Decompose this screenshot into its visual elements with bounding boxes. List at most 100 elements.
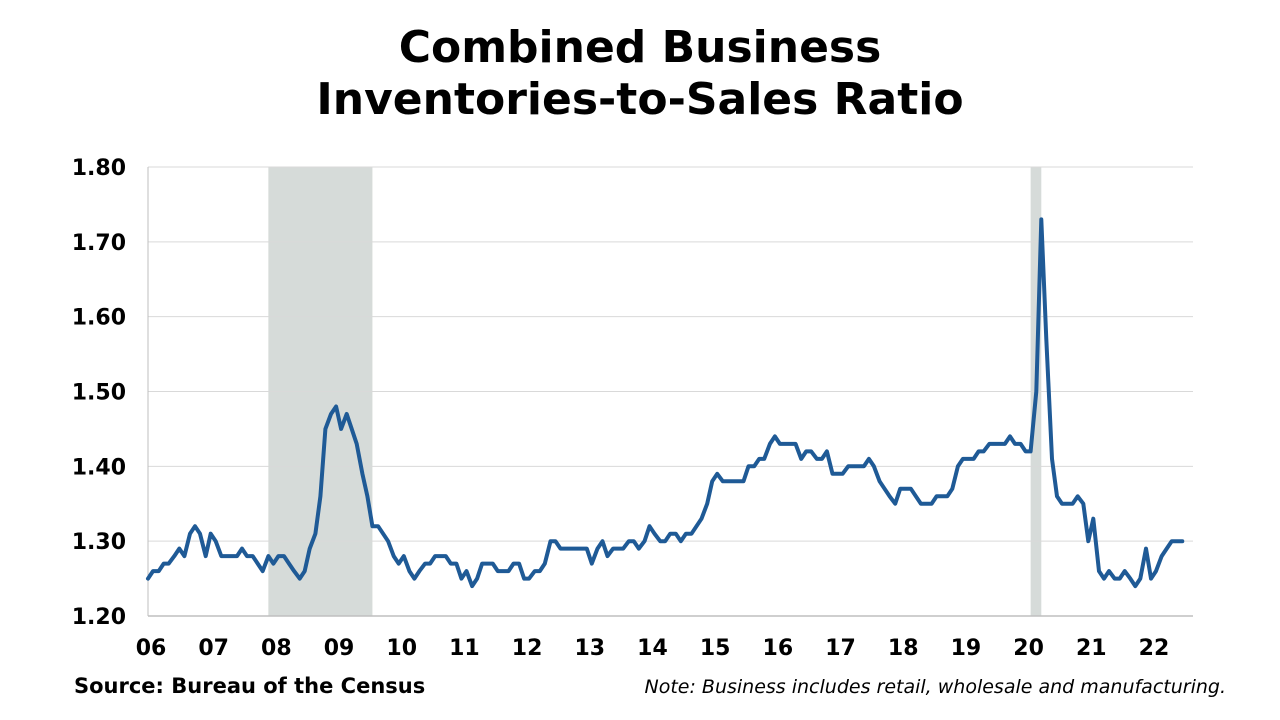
data-point xyxy=(423,562,427,566)
data-point xyxy=(851,464,855,468)
chart-title-line-1: Combined Business xyxy=(398,22,882,73)
x-tick-label: 17 xyxy=(825,636,856,661)
data-point xyxy=(1175,539,1179,543)
data-point xyxy=(271,562,275,566)
data-point xyxy=(1060,502,1064,506)
data-point xyxy=(1102,577,1106,581)
y-tick-label: 1.70 xyxy=(72,231,126,256)
data-point xyxy=(350,427,354,431)
data-point xyxy=(146,577,150,581)
data-point xyxy=(580,547,584,551)
data-point xyxy=(794,442,798,446)
data-point xyxy=(893,502,897,506)
data-point xyxy=(1066,502,1070,506)
data-point xyxy=(898,487,902,491)
data-point xyxy=(417,569,421,573)
data-point xyxy=(820,457,824,461)
data-point xyxy=(1123,569,1127,573)
data-point xyxy=(600,539,605,543)
data-point xyxy=(1081,502,1085,506)
data-point xyxy=(287,562,291,566)
data-point xyxy=(883,487,887,491)
y-tick-label: 1.60 xyxy=(72,306,126,331)
data-point xyxy=(318,494,322,498)
data-point xyxy=(397,562,401,566)
data-point xyxy=(491,562,495,566)
data-point xyxy=(658,539,662,543)
data-point xyxy=(647,524,652,528)
data-point xyxy=(339,427,343,431)
x-tick-label: 11 xyxy=(449,636,480,661)
data-point xyxy=(1165,547,1169,551)
data-point xyxy=(1180,539,1184,543)
data-point xyxy=(731,479,735,483)
data-point xyxy=(1034,389,1038,394)
data-point xyxy=(1113,577,1117,581)
data-point xyxy=(867,457,871,461)
data-point xyxy=(804,449,808,453)
data-point xyxy=(705,502,709,506)
data-point xyxy=(313,532,317,536)
data-point xyxy=(1055,494,1059,498)
data-point xyxy=(439,554,443,558)
source-note: Source: Bureau of the Census xyxy=(74,674,426,698)
data-point xyxy=(856,464,860,468)
data-point xyxy=(997,442,1001,446)
data-point xyxy=(992,442,996,446)
data-point xyxy=(1076,494,1080,498)
data-point xyxy=(360,472,364,476)
data-point xyxy=(668,532,672,536)
data-point xyxy=(1071,502,1075,506)
data-point xyxy=(506,569,511,573)
data-point xyxy=(679,539,683,543)
data-point xyxy=(721,479,725,483)
x-tick-label: 18 xyxy=(888,636,919,661)
data-point xyxy=(935,494,939,498)
data-point xyxy=(459,577,463,581)
data-point xyxy=(762,457,766,461)
data-point xyxy=(846,464,850,468)
data-point xyxy=(303,569,307,573)
data-point xyxy=(982,449,986,453)
data-point xyxy=(945,494,949,498)
data-point xyxy=(642,539,647,543)
x-tick-label: 10 xyxy=(386,636,417,661)
data-point xyxy=(370,524,374,528)
data-point xyxy=(454,562,458,566)
data-point xyxy=(825,449,829,453)
data-point xyxy=(736,479,741,483)
data-point xyxy=(229,554,233,558)
y-tick-label: 1.30 xyxy=(72,530,126,555)
data-point xyxy=(334,404,338,409)
data-point xyxy=(172,554,176,558)
data-point xyxy=(486,562,490,566)
data-point xyxy=(543,562,547,566)
data-point xyxy=(182,554,186,558)
data-point xyxy=(251,554,255,558)
data-point xyxy=(757,457,761,461)
data-point xyxy=(1024,449,1028,453)
data-point xyxy=(496,569,500,573)
data-point xyxy=(699,517,704,521)
data-point xyxy=(470,584,474,588)
chart-title-line-2: Inventories-to-Sales Ratio xyxy=(316,74,964,125)
y-tick-label: 1.50 xyxy=(72,381,126,406)
data-point xyxy=(204,554,208,558)
data-point xyxy=(888,494,892,498)
data-point xyxy=(162,562,166,566)
data-point xyxy=(308,547,312,551)
data-point xyxy=(376,524,380,528)
data-point xyxy=(412,577,416,581)
data-point xyxy=(167,562,171,566)
data-point xyxy=(783,442,788,446)
data-point xyxy=(652,532,657,536)
data-point xyxy=(1118,577,1122,581)
data-point xyxy=(788,442,793,446)
data-point xyxy=(553,539,558,543)
data-point xyxy=(449,562,453,566)
data-point xyxy=(950,487,954,491)
data-point xyxy=(872,464,876,468)
x-tick-label: 21 xyxy=(1076,636,1107,661)
data-point xyxy=(355,442,359,446)
